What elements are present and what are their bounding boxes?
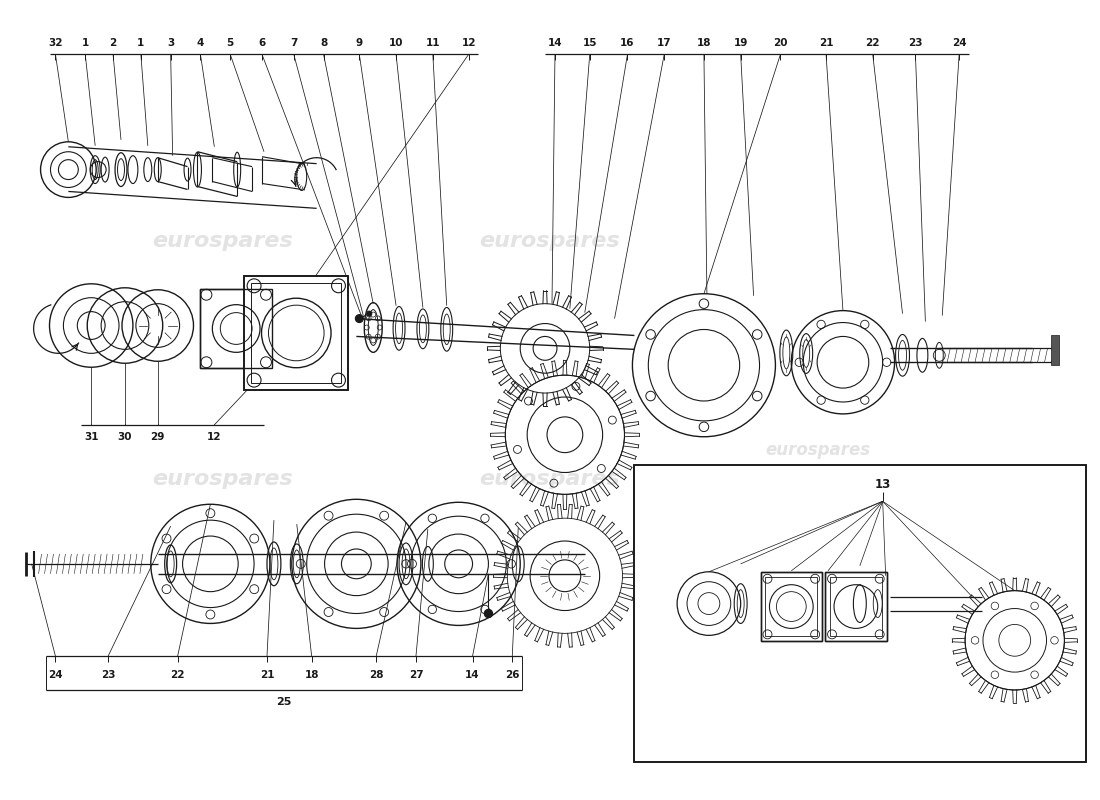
Text: 4: 4 — [197, 38, 205, 47]
Text: 11: 11 — [426, 38, 440, 47]
Text: 17: 17 — [657, 38, 671, 47]
Text: eurospares: eurospares — [766, 441, 871, 458]
Text: 14: 14 — [548, 38, 562, 47]
Text: eurospares: eurospares — [152, 231, 293, 251]
Bar — [1052, 335, 1059, 366]
Text: 25: 25 — [276, 697, 292, 707]
Text: 31: 31 — [84, 432, 99, 442]
Text: 10: 10 — [388, 38, 404, 47]
Text: 2: 2 — [109, 38, 117, 47]
Bar — [200, 289, 272, 368]
Bar — [635, 465, 1086, 762]
Text: 6: 6 — [258, 38, 265, 47]
Text: 18: 18 — [305, 670, 319, 680]
Text: 1: 1 — [81, 38, 89, 47]
Text: 12: 12 — [461, 38, 476, 47]
Text: 23: 23 — [909, 38, 923, 47]
Text: 28: 28 — [368, 670, 384, 680]
Bar — [200, 289, 272, 368]
Text: 24: 24 — [952, 38, 967, 47]
Text: 1: 1 — [138, 38, 144, 47]
Text: 22: 22 — [866, 38, 880, 47]
Text: 16: 16 — [620, 38, 635, 47]
Text: 9: 9 — [355, 38, 363, 47]
Text: 7: 7 — [290, 38, 297, 47]
Circle shape — [366, 311, 372, 316]
Bar — [825, 572, 887, 642]
Text: 27: 27 — [408, 670, 424, 680]
Circle shape — [484, 610, 493, 618]
Bar — [244, 276, 349, 390]
Bar — [825, 572, 887, 642]
Text: 8: 8 — [320, 38, 327, 47]
Bar — [251, 283, 341, 383]
Text: 15: 15 — [583, 38, 597, 47]
Text: 20: 20 — [773, 38, 788, 47]
Text: 18: 18 — [696, 38, 712, 47]
Text: eurospares: eurospares — [152, 470, 293, 490]
Text: 32: 32 — [48, 38, 63, 47]
Text: 29: 29 — [151, 432, 165, 442]
Text: 5: 5 — [227, 38, 234, 47]
Text: 23: 23 — [101, 670, 116, 680]
Text: 26: 26 — [505, 670, 519, 680]
Text: 19: 19 — [734, 38, 748, 47]
Bar — [830, 577, 882, 636]
Text: 21: 21 — [818, 38, 834, 47]
Text: 30: 30 — [118, 432, 132, 442]
Bar — [244, 276, 349, 390]
Text: 24: 24 — [48, 670, 63, 680]
Text: 12: 12 — [207, 432, 221, 442]
Bar — [760, 572, 822, 642]
Bar — [766, 577, 817, 636]
Text: 21: 21 — [260, 670, 274, 680]
Text: 3: 3 — [167, 38, 174, 47]
Text: 22: 22 — [170, 670, 185, 680]
Bar — [635, 465, 1086, 762]
Text: eurospares: eurospares — [480, 470, 620, 490]
Bar — [760, 572, 822, 642]
Text: 14: 14 — [465, 670, 480, 680]
Text: 13: 13 — [874, 478, 891, 491]
Text: eurospares: eurospares — [480, 231, 620, 251]
Circle shape — [355, 314, 363, 322]
